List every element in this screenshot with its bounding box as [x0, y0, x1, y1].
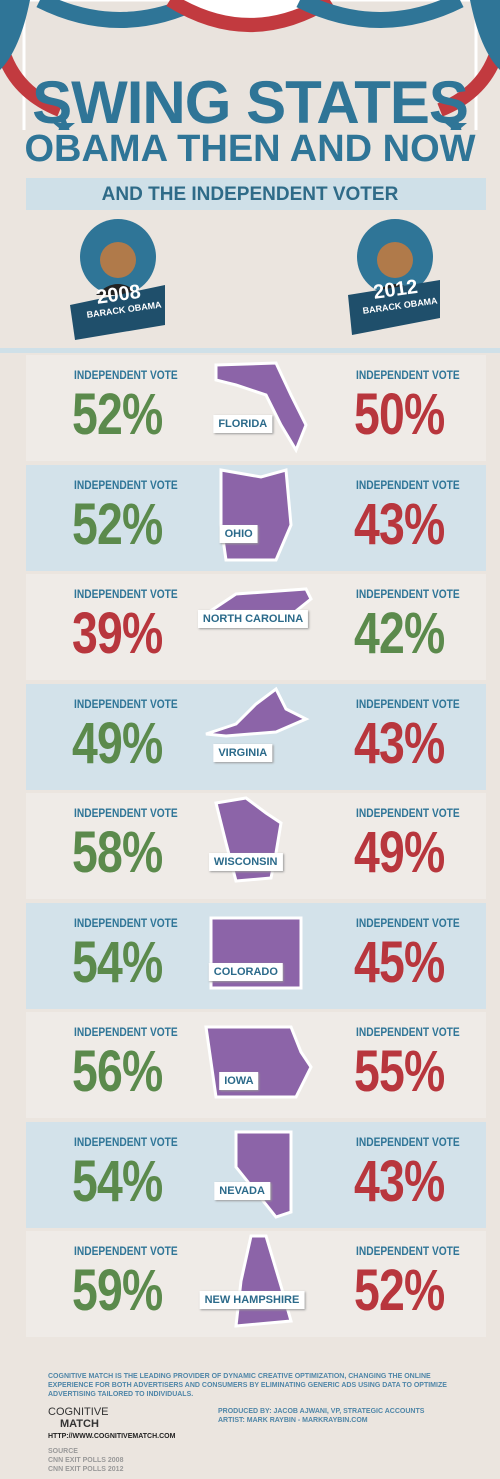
state-name: VIRGINIA	[213, 743, 273, 762]
url: HTTP://WWW.COGNITIVEMATCH.COM	[48, 1433, 176, 1440]
state-shape	[209, 916, 303, 989]
vote-2008: 49%	[72, 710, 163, 776]
source: CNN EXIT POLLS 2012	[48, 1466, 124, 1473]
vote-label: INDEPENDENT VOTE	[356, 696, 460, 711]
state-name: WISCONSIN	[208, 853, 283, 871]
vote-2008: 52%	[72, 382, 163, 447]
vote-label: INDEPENDENT VOTE	[74, 1025, 178, 1039]
vote-label: INDEPENDENT VOTE	[74, 806, 178, 820]
vote-label: INDEPENDENT VOTE	[356, 1244, 460, 1258]
vote-label: INDEPENDENT VOTE	[74, 915, 178, 930]
state-row: INDEPENDENT VOTE INDEPENDENT VOTE 52% 50% FL…	[26, 355, 486, 461]
title-line-2: OBAMA THEN AND NOW	[24, 128, 476, 170]
state-shape	[205, 686, 310, 738]
vote-2012: 43%	[354, 491, 445, 557]
state-name: COLORADO	[208, 962, 283, 981]
state-row: INDEPENDENT VOTE INDEPENDENT VOTE 58% 49% WI…	[26, 793, 486, 899]
state-row: INDEPENDENT VOTE INDEPENDENT VOTE 54% 43% NE…	[26, 1121, 486, 1228]
vote-label: INDEPENDENT VOTE	[356, 1134, 460, 1149]
state-row: INDEPENDENT VOTE INDEPENDENT VOTE 49% 43% VI…	[26, 683, 486, 790]
state-row: INDEPENDENT VOTE INDEPENDENT VOTE 59% 52% NE…	[26, 1231, 486, 1337]
vote-2012: 43%	[354, 1148, 445, 1214]
state-row: INDEPENDENT VOTE INDEPENDENT VOTE 56% 55% IO…	[26, 1012, 486, 1118]
state-shape	[214, 796, 283, 883]
state-name: IOWA	[219, 1072, 259, 1090]
vote-label: INDEPENDENT VOTE	[356, 806, 460, 820]
state-shape	[234, 1234, 293, 1328]
vote-label: INDEPENDENT VOTE	[74, 696, 178, 711]
state-name: NEW HAMPSHIRE	[199, 1291, 305, 1309]
vote-label: INDEPENDENT VOTE	[356, 587, 460, 601]
vote-2012: 42%	[354, 601, 445, 666]
state-name: NEVADA	[214, 1181, 270, 1200]
vote-label: INDEPENDENT VOTE	[356, 368, 460, 382]
vote-label: INDEPENDENT VOTE	[74, 1134, 178, 1149]
vote-2012: 55%	[354, 1039, 445, 1104]
vote-label: INDEPENDENT VOTE	[74, 1244, 178, 1258]
subtitle-band	[26, 178, 486, 210]
vote-2012: 52%	[354, 1258, 445, 1323]
state-name: FLORIDA	[213, 415, 273, 433]
vote-label: INDEPENDENT VOTE	[356, 915, 460, 930]
state-name: NORTH CAROLINA	[197, 610, 309, 628]
vote-2012: 45%	[354, 929, 445, 995]
credit: ARTIST: MARK RAYBIN - MARKRAYBIN.COM	[218, 1417, 368, 1424]
vote-label: INDEPENDENT VOTE	[356, 1025, 460, 1039]
vote-2008: 56%	[72, 1039, 163, 1104]
vote-2012: 50%	[354, 382, 445, 447]
bunting	[0, 0, 500, 130]
state-row: INDEPENDENT VOTE INDEPENDENT VOTE 54% 45% CO…	[26, 902, 486, 1009]
vote-2008: 59%	[72, 1258, 163, 1323]
logo-text: COGNITIVE	[48, 1406, 109, 1418]
state-shape	[214, 361, 308, 454]
badges	[0, 219, 500, 353]
vote-label: INDEPENDENT VOTE	[74, 368, 178, 382]
vote-label: INDEPENDENT VOTE	[74, 477, 178, 492]
state-shape	[219, 467, 293, 561]
about-text: COGNITIVE MATCH IS THE LEADING PROVIDER …	[48, 1373, 447, 1398]
credit: PRODUCED BY: JACOB AJWANI, VP, STRATEGIC…	[218, 1408, 425, 1415]
state-name: OHIO	[219, 524, 258, 543]
title-line-1: SWING STATES	[32, 69, 469, 136]
vote-label: INDEPENDENT VOTE	[74, 587, 178, 601]
state-shape	[234, 1130, 293, 1219]
vote-2012: 49%	[354, 820, 445, 885]
vote-2012: 43%	[354, 710, 445, 776]
state-shape	[204, 1025, 313, 1099]
source: CNN EXIT POLLS 2008	[48, 1457, 124, 1464]
vote-2008: 52%	[72, 491, 163, 557]
state-row: INDEPENDENT VOTE INDEPENDENT VOTE 39% 42% NO…	[26, 574, 486, 680]
vote-2008: 39%	[72, 601, 163, 666]
vote-2008: 54%	[72, 1148, 163, 1214]
source-label: SOURCE	[48, 1448, 78, 1455]
state-row: INDEPENDENT VOTE INDEPENDENT VOTE 52% 43% OH…	[26, 464, 486, 571]
vote-2008: 54%	[72, 929, 163, 995]
subtitle: AND THE INDEPENDENT VOTER	[101, 184, 399, 205]
vote-label: INDEPENDENT VOTE	[356, 477, 460, 492]
vote-2008: 58%	[72, 820, 163, 885]
logo-text: MATCH	[60, 1418, 99, 1430]
